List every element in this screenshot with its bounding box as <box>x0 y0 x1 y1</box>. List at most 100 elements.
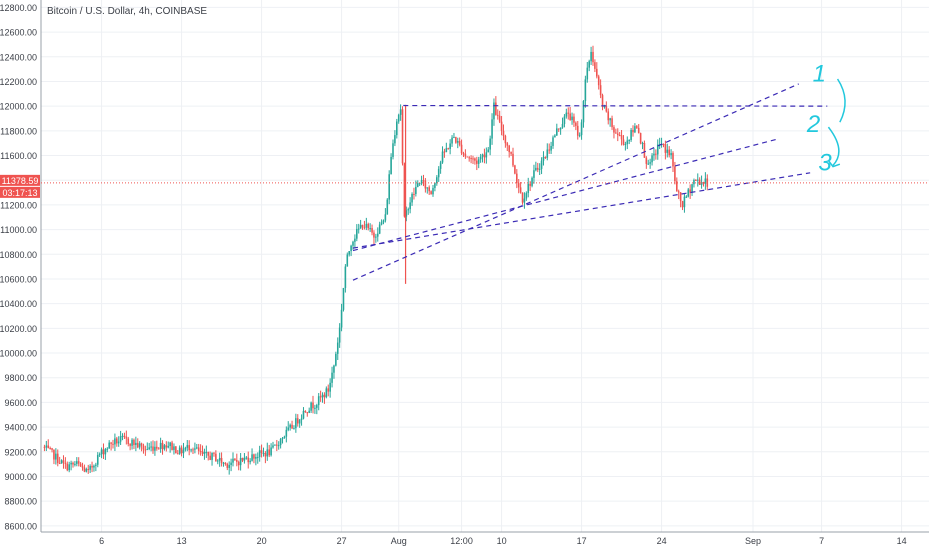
candle-body <box>211 452 213 460</box>
candle-body <box>655 153 657 155</box>
candle-body <box>565 112 568 117</box>
candle-body <box>504 135 507 144</box>
candle-body <box>68 464 70 471</box>
candle-body <box>456 140 459 143</box>
candle-body <box>180 447 183 454</box>
candle-body <box>449 143 451 149</box>
candle-body <box>409 202 411 210</box>
candle-body <box>356 229 358 239</box>
candle-body <box>597 76 600 86</box>
candle-body <box>531 177 533 186</box>
candle-body <box>306 412 309 414</box>
candle-body <box>62 460 65 463</box>
candle-body <box>161 442 164 450</box>
candle-body <box>375 236 377 238</box>
candle-body <box>401 109 404 164</box>
candle-body <box>323 394 326 398</box>
annotation-label: 1 <box>813 60 826 87</box>
candle-body <box>510 152 512 154</box>
candle-body <box>538 168 541 170</box>
candle-body <box>129 444 131 446</box>
candle-body <box>376 233 379 237</box>
candle-body <box>321 394 324 398</box>
candle-body <box>479 156 482 160</box>
countdown-badge <box>0 186 40 198</box>
candle-body <box>207 451 210 456</box>
candle-body <box>451 137 453 144</box>
candle-body <box>590 51 592 62</box>
candle-body <box>578 135 581 137</box>
candle-body <box>175 446 177 454</box>
candle-body <box>350 245 352 252</box>
candle-body <box>441 151 444 163</box>
candle-body <box>53 449 55 460</box>
candle-body <box>695 180 697 182</box>
candle-body <box>458 140 461 145</box>
candle-body <box>664 144 667 153</box>
candle-body <box>470 157 472 159</box>
candle-body <box>197 447 200 451</box>
candle-body <box>384 214 387 221</box>
candle-body <box>496 114 499 116</box>
candle-body <box>106 448 109 450</box>
candle-body <box>397 114 400 122</box>
candle-body <box>114 438 116 445</box>
candle-body <box>651 155 653 163</box>
candle-body <box>487 149 490 153</box>
candle-body <box>630 129 632 140</box>
candle-body <box>140 443 143 446</box>
current-price-badge <box>0 174 40 186</box>
candle-body <box>609 118 611 121</box>
candle-body <box>194 448 196 450</box>
candle-body <box>563 116 566 124</box>
candle-body <box>276 444 278 446</box>
candle-body <box>357 228 360 230</box>
candle-body <box>561 123 564 128</box>
trendlines[interactable] <box>352 83 828 281</box>
time-tick-label: 27 <box>337 536 347 546</box>
candle-body <box>260 450 263 454</box>
candle-body <box>135 442 137 445</box>
candle-body <box>247 457 250 463</box>
candle-body <box>521 192 524 203</box>
candle-body <box>371 228 373 233</box>
candle-body <box>148 447 150 450</box>
candle-body <box>662 144 665 146</box>
candle-body <box>418 183 421 185</box>
candle-body <box>596 68 598 77</box>
candle-body <box>258 450 261 458</box>
candle-body <box>178 447 181 454</box>
candle-body <box>674 166 676 182</box>
price-tick-label: 8800.00 <box>4 497 37 507</box>
candle-body <box>580 122 583 136</box>
candle-body <box>152 446 154 451</box>
candle-body <box>76 461 78 464</box>
candle-body <box>296 418 299 424</box>
candle-body <box>49 447 51 449</box>
candle-body <box>201 451 204 454</box>
candle-body <box>131 439 133 446</box>
candle-body <box>542 156 545 161</box>
candle-body <box>670 153 672 156</box>
candle-body <box>199 450 202 452</box>
time-tick-label: 7 <box>819 536 824 546</box>
candle-body <box>159 442 162 449</box>
candle-body <box>430 191 432 195</box>
candle-body <box>239 457 242 466</box>
annotation-brace <box>836 78 846 123</box>
candle-body <box>142 445 145 450</box>
price-tick-label: 10600.00 <box>0 274 37 284</box>
candle-body <box>432 187 434 195</box>
candle-body <box>336 342 339 354</box>
candle-body <box>516 173 518 184</box>
candle-body <box>293 428 295 430</box>
price-tick-label: 10800.00 <box>0 250 37 260</box>
candle-body <box>447 148 450 150</box>
candle-body <box>653 153 655 156</box>
candle-body <box>416 183 419 187</box>
candle-body <box>117 441 120 444</box>
candle-body <box>173 446 175 450</box>
candle-body <box>192 449 194 451</box>
